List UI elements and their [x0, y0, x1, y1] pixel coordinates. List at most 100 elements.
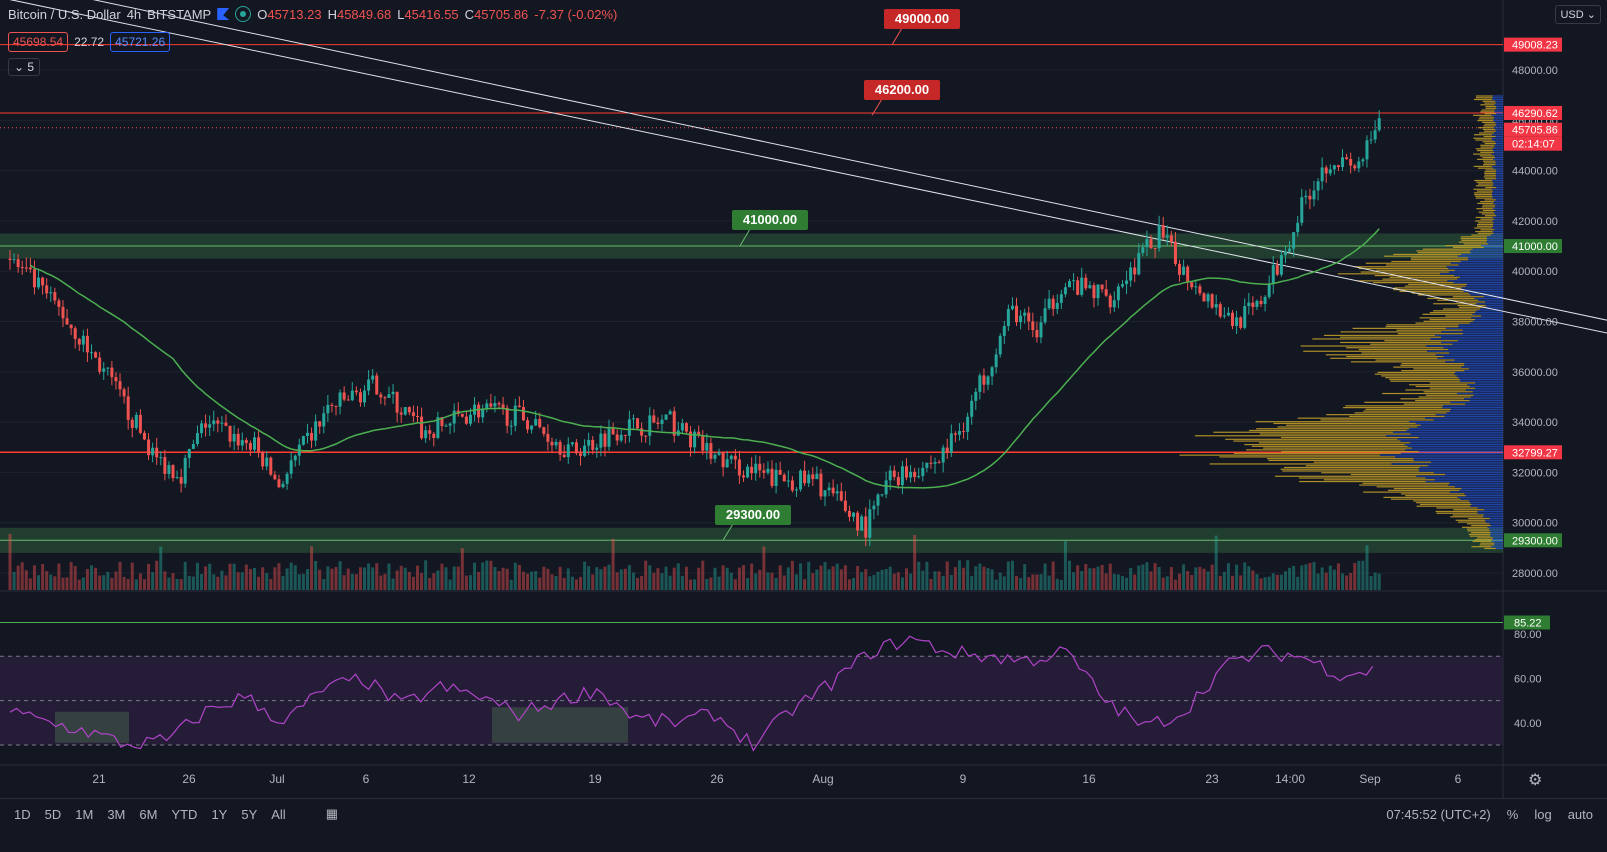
sell-button[interactable]: 45698.54 — [8, 32, 69, 52]
currency-button[interactable]: USD ⌄ — [1555, 5, 1601, 24]
profile-bar — [1482, 141, 1496, 143]
timeframe-5y[interactable]: 5Y — [241, 806, 258, 822]
volume-bar — [293, 565, 297, 590]
profile-bar — [1350, 473, 1446, 476]
volume-bar — [248, 568, 252, 590]
volume-bar — [1316, 573, 1320, 590]
profile-bar — [1363, 491, 1450, 493]
volume-bar — [1072, 572, 1076, 590]
gear-icon[interactable]: ⚙ — [1528, 772, 1543, 789]
candle-body — [1283, 251, 1287, 256]
timeframe-1y[interactable]: 1Y — [211, 806, 228, 822]
buy-button[interactable]: 45721.26 — [110, 32, 171, 52]
profile-bar — [1386, 324, 1459, 326]
candle-body — [913, 471, 917, 478]
profile-bar — [1484, 509, 1503, 511]
flag-icon[interactable] — [217, 8, 230, 20]
timeframe-ytd[interactable]: YTD — [171, 806, 198, 822]
candle-body — [187, 448, 191, 458]
profile-bar — [1267, 458, 1414, 460]
volume-bar — [1328, 565, 1332, 590]
profile-bar — [1466, 283, 1503, 285]
profile-bar — [1485, 304, 1503, 307]
log-button[interactable]: log — [1534, 806, 1552, 822]
candle-body — [1206, 294, 1210, 302]
profile-bar — [1454, 269, 1503, 271]
profile-bar — [1400, 452, 1503, 454]
timeframe-1m[interactable]: 1M — [75, 806, 94, 822]
profile-bar — [1356, 280, 1448, 282]
candle-body — [1125, 280, 1129, 285]
profile-bar — [1400, 440, 1503, 442]
volume-bar — [330, 568, 334, 590]
volume-bar — [786, 567, 790, 590]
percent-button[interactable]: % — [1506, 806, 1519, 822]
price-tick-label: 48000.00 — [1512, 65, 1558, 77]
timeframe-3m[interactable]: 3M — [107, 806, 126, 822]
profile-bar — [1476, 223, 1494, 226]
profile-bar — [1406, 429, 1503, 432]
volume-bar — [163, 571, 167, 590]
profile-bar — [1416, 475, 1503, 477]
candle-body — [1251, 302, 1255, 307]
profile-bar — [1445, 327, 1503, 329]
candle-body — [122, 389, 126, 397]
profile-bar — [1399, 290, 1464, 293]
candle-body — [672, 411, 676, 436]
candle-body — [1068, 281, 1071, 288]
profile-bar — [1463, 243, 1489, 245]
volume-bar — [986, 568, 990, 590]
candle-body — [937, 462, 941, 464]
volume-bar — [591, 574, 595, 590]
candle-body — [1373, 130, 1377, 140]
candle-body — [399, 412, 403, 415]
volume-bar — [941, 575, 945, 590]
candle-body — [1320, 167, 1324, 182]
candle-body — [407, 407, 411, 413]
timeframe-all[interactable]: All — [271, 806, 286, 822]
profile-bar — [1495, 123, 1503, 125]
profile-bar — [1470, 252, 1503, 254]
symbol-name[interactable]: Bitcoin / U.S. Dollar — [8, 6, 121, 22]
profile-bar — [1477, 232, 1494, 234]
profile-bar — [1496, 178, 1503, 180]
candle-body — [118, 381, 122, 390]
profile-bar — [1442, 407, 1503, 409]
timeframe-1d[interactable]: 1D — [14, 806, 31, 822]
candle-body — [94, 352, 98, 358]
profile-bar — [1464, 370, 1503, 372]
volume-bar — [1259, 578, 1263, 590]
profile-bar — [1473, 165, 1492, 168]
timeframe-5d[interactable]: 5D — [44, 806, 62, 822]
candle-body — [1137, 252, 1141, 275]
auto-button[interactable]: auto — [1567, 806, 1593, 822]
timeframe-6m[interactable]: 6M — [139, 806, 158, 822]
profile-bar — [1445, 473, 1503, 476]
profile-bar — [1433, 310, 1477, 312]
volume-bar — [53, 576, 57, 590]
collapse-indicators-button[interactable]: ⌄ 5 — [8, 58, 41, 76]
profile-bar — [1418, 396, 1471, 398]
profile-bar — [1473, 134, 1492, 136]
volume-bar — [281, 575, 285, 590]
candle-body — [281, 483, 285, 488]
clock[interactable]: 07:45:52 (UTC+2) — [1386, 806, 1491, 822]
candle-body — [1365, 140, 1369, 160]
profile-bar — [1413, 459, 1503, 462]
volume-bar — [684, 566, 688, 590]
calendar-icon[interactable]: ▦ — [325, 806, 338, 821]
profile-bar — [1441, 341, 1503, 344]
interval-label[interactable]: 4h — [126, 6, 142, 22]
candle-body — [595, 447, 599, 450]
volume-bar — [1043, 563, 1047, 590]
volume-bar — [970, 576, 974, 590]
profile-bar — [1482, 204, 1496, 206]
candle-body — [872, 505, 876, 510]
volume-bar — [925, 561, 929, 590]
candle-body — [742, 475, 745, 478]
candle-body — [371, 375, 375, 380]
volume-bar — [835, 563, 839, 590]
candle-body — [746, 466, 750, 478]
profile-bar — [1268, 459, 1414, 462]
